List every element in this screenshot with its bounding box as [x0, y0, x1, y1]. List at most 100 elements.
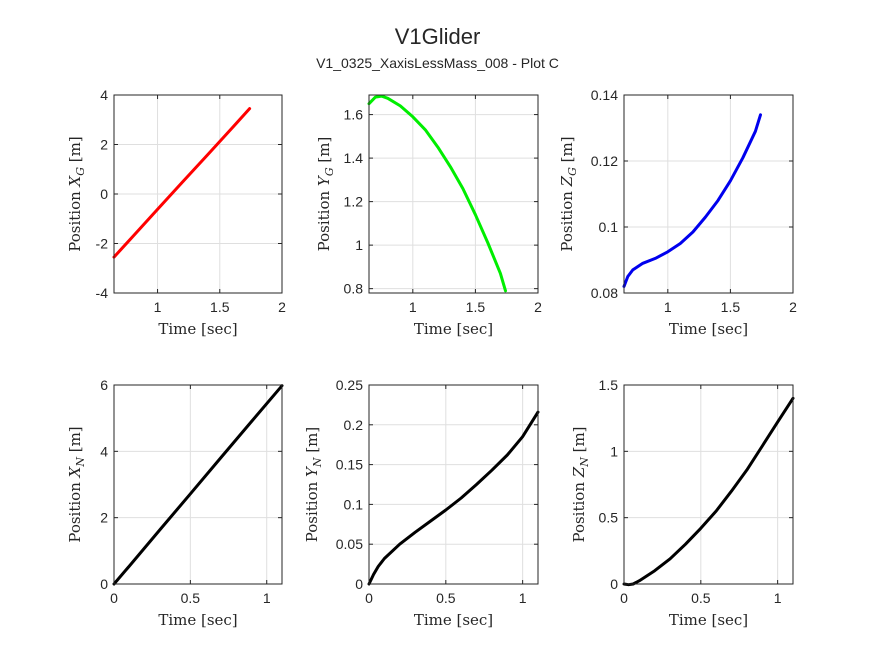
x-tick-label: 1: [519, 590, 527, 606]
y-axis-label-subscript: N: [578, 457, 591, 468]
x-tick-label: 0.5: [436, 590, 456, 606]
series-line: [112, 107, 252, 259]
subplot-4: 0 0.5 1 0 2 4 6 Time [sec] Position XN [m]: [66, 377, 284, 629]
y-axis-label: Position XG [m]: [66, 136, 87, 251]
x-tick-label: 1: [409, 299, 417, 315]
x-tick-label: 0: [620, 590, 628, 606]
y-axis-label-text: Y: [315, 174, 333, 186]
y-axis-label-prefix: Position: [558, 186, 576, 251]
y-axis-label-prefix: Position: [66, 477, 84, 542]
y-tick-label: 0: [610, 576, 618, 592]
y-axis-label-prefix: Position: [303, 477, 321, 542]
y-axis-label-subscript: G: [323, 167, 336, 176]
y-tick-label: 0.15: [336, 457, 363, 473]
x-tick-label: 1: [154, 299, 162, 315]
plot-area: [369, 95, 538, 293]
y-axis-label: Position ZG [m]: [558, 136, 579, 251]
y-axis-label: Position YN [m]: [303, 427, 324, 543]
y-axis-label-text: Z: [570, 466, 588, 478]
y-axis-label-subscript: N: [311, 457, 324, 468]
x-axis-label: Time [sec]: [414, 320, 493, 338]
y-tick-label: 1.5: [599, 377, 619, 393]
series-line: [367, 94, 507, 293]
y-tick-label: 1.2: [344, 194, 364, 210]
y-axis-label-text: Z: [558, 175, 576, 187]
y-axis-label-subscript: G: [566, 167, 579, 176]
y-tick-label: 0.1: [344, 496, 364, 512]
y-tick-label: -4: [96, 285, 109, 301]
y-tick-label: 0.05: [336, 536, 363, 552]
axes-frame: [623, 94, 794, 294]
y-axis-label-subscript: G: [74, 167, 87, 176]
figure-title: V1Glider: [394, 24, 481, 49]
y-tick-label: 1.6: [344, 107, 364, 123]
axes-frame: [368, 384, 539, 585]
y-tick-label: 0.1: [599, 219, 619, 235]
y-axis-label-unit: [m]: [570, 426, 588, 457]
y-axis-label: Position XN [m]: [66, 426, 87, 542]
x-tick-label: 2: [278, 299, 286, 315]
y-tick-label: 0.25: [336, 377, 363, 393]
y-axis-label-prefix: Position: [315, 186, 333, 251]
y-tick-label: 0.14: [591, 87, 618, 103]
series-line: [622, 113, 762, 288]
series-line: [367, 410, 540, 586]
x-axis-label: Time [sec]: [158, 320, 237, 338]
x-tick-label: 0.5: [181, 590, 201, 606]
x-tick-label: 1.5: [210, 299, 230, 315]
y-tick-label: 4: [100, 443, 108, 459]
y-tick-label: 0.08: [591, 285, 618, 301]
y-tick-label: 0.2: [344, 417, 364, 433]
x-axis-label: Time [sec]: [414, 611, 493, 629]
x-tick-label: 1.5: [721, 299, 741, 315]
y-axis-label-text: X: [66, 465, 84, 478]
y-axis-label-text: X: [66, 174, 84, 187]
x-tick-label: 1: [774, 590, 782, 606]
plot-area: [624, 95, 793, 293]
x-axis-label: Time [sec]: [158, 611, 237, 629]
y-axis-label-subscript: N: [74, 457, 87, 468]
y-tick-label: 0: [100, 186, 108, 202]
series-line: [112, 384, 284, 586]
y-tick-label: 0: [100, 576, 108, 592]
x-tick-label: 0.5: [691, 590, 711, 606]
y-tick-label: 4: [100, 87, 108, 103]
y-tick-label: 2: [100, 510, 108, 526]
y-tick-label: 1.4: [344, 150, 364, 166]
y-axis-label-prefix: Position: [66, 186, 84, 251]
plot-area: [624, 385, 793, 584]
x-tick-label: 1.5: [466, 299, 486, 315]
y-axis-label-unit: [m]: [66, 136, 84, 167]
series-line: [622, 396, 795, 587]
x-tick-label: 1: [263, 590, 271, 606]
figure-subtitle: V1_0325_XaxisLessMass_008 - Plot C: [316, 55, 559, 71]
y-tick-label: 0.5: [599, 510, 619, 526]
x-axis-label: Time [sec]: [669, 611, 748, 629]
y-tick-label: 6: [100, 377, 108, 393]
y-tick-label: 2: [100, 137, 108, 153]
x-tick-label: 0: [365, 590, 373, 606]
y-tick-label: -2: [96, 236, 109, 252]
subplot-1: 1 1.5 2 -4 -2 0 2 4 Time [sec] Position XG [m]: [66, 87, 286, 338]
x-tick-label: 2: [789, 299, 797, 315]
plot-area: [369, 385, 538, 584]
x-axis-label: Time [sec]: [669, 320, 748, 338]
y-tick-label: 1: [355, 237, 363, 253]
axes-frame: [113, 384, 283, 585]
y-tick-label: 0: [355, 576, 363, 592]
y-tick-label: 0.12: [591, 153, 618, 169]
y-axis-label-unit: [m]: [558, 136, 576, 167]
y-axis-label-text: Y: [303, 465, 321, 477]
x-tick-label: 2: [534, 299, 542, 315]
axes-frame: [623, 384, 794, 585]
subplot-2: 1 1.5 2 0.8 1 1.2 1.4 1.6 Time [sec] Position YG …: [315, 94, 542, 338]
y-axis-label-unit: [m]: [315, 137, 333, 168]
y-tick-label: 0.8: [344, 281, 364, 297]
x-tick-label: 0: [110, 590, 118, 606]
y-axis-label-unit: [m]: [303, 427, 321, 458]
y-axis-label-prefix: Position: [570, 477, 588, 542]
axes-frame: [368, 94, 539, 294]
y-axis-label-unit: [m]: [66, 426, 84, 457]
subplot-3: 1 1.5 2 0.08 0.1 0.12 0.14 Time [sec] Position Z…: [558, 87, 797, 338]
